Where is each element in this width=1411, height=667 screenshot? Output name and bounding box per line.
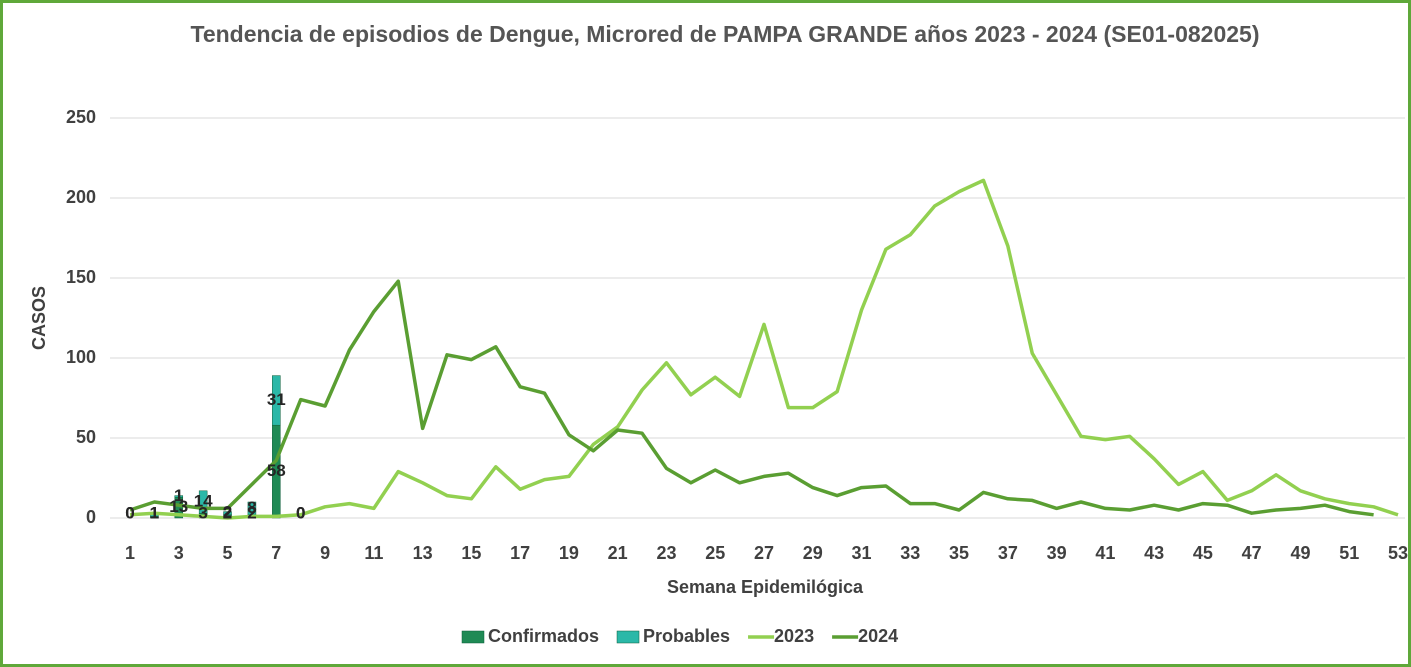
data-label: 2 <box>223 503 232 522</box>
data-label: 13 <box>169 497 188 516</box>
x-axis-title: Semana Epidemilógica <box>667 577 864 597</box>
data-label: 2 <box>247 503 256 522</box>
x-tick-label: 29 <box>803 543 823 563</box>
data-label: 1 <box>150 503 159 522</box>
x-tick-label: 11 <box>364 543 383 563</box>
data-label: 0 <box>125 503 134 522</box>
y-tick-label: 200 <box>66 187 96 207</box>
x-tick-label: 37 <box>998 543 1018 563</box>
data-label: 58 <box>267 461 286 480</box>
data-label: 1 <box>150 503 159 522</box>
data-label: 1 <box>174 486 183 505</box>
x-tick-label: 19 <box>559 543 579 563</box>
x-tick-label: 27 <box>754 543 774 563</box>
x-tick-label: 13 <box>413 543 433 563</box>
x-tick-label: 15 <box>461 543 481 563</box>
data-label: 2 <box>223 503 232 522</box>
bar <box>198 490 208 514</box>
x-tick-label: 21 <box>608 543 628 563</box>
line-2024 <box>129 279 1374 517</box>
x-tick-label: 31 <box>852 543 872 563</box>
x-tick-label: 17 <box>510 543 530 563</box>
x-tick-label: 23 <box>656 543 676 563</box>
data-label: 3 <box>198 503 207 522</box>
legend-swatch <box>616 630 640 644</box>
line-2023 <box>129 178 1399 520</box>
x-tick-label: 7 <box>271 543 281 563</box>
x-tick-label: 3 <box>174 543 184 563</box>
y-tick-label: 50 <box>76 427 96 447</box>
bar <box>223 511 232 516</box>
y-tick-label: 0 <box>86 507 96 527</box>
bar <box>272 375 281 426</box>
x-tick-label: 51 <box>1339 543 1359 563</box>
legend-label: Probables <box>643 626 730 646</box>
x-tick-label: 53 <box>1388 543 1408 563</box>
x-tick-label: 49 <box>1290 543 1310 563</box>
chart-title: Tendencia de episodios de Dengue, Micror… <box>190 21 1260 47</box>
x-tick-label: 39 <box>1047 543 1067 563</box>
legend-label: Confirmados <box>488 626 599 646</box>
data-label: 0 <box>296 503 305 522</box>
x-tick-label: 33 <box>900 543 920 563</box>
x-tick-label: 41 <box>1095 543 1115 563</box>
legend-label: 2024 <box>858 626 898 646</box>
legend-item: 2024 <box>832 626 898 646</box>
data-label: 8 <box>247 498 256 517</box>
data-label: 0 <box>296 503 305 522</box>
x-tick-label: 1 <box>125 543 135 563</box>
x-tick-label: 5 <box>223 543 233 563</box>
y-tick-label: 100 <box>66 347 96 367</box>
x-tick-label: 47 <box>1242 543 1262 563</box>
y-axis-title: CASOS <box>29 286 49 350</box>
x-tick-label: 45 <box>1193 543 1213 563</box>
legend-item: 2023 <box>748 626 814 646</box>
x-tick-label: 35 <box>949 543 969 563</box>
y-tick-label: 150 <box>66 267 96 287</box>
legend-swatch <box>461 630 485 644</box>
x-tick-label: 43 <box>1144 543 1164 563</box>
legend-item: Confirmados <box>461 626 599 646</box>
y-tick-label: 250 <box>66 107 96 127</box>
x-tick-label: 25 <box>705 543 725 563</box>
legend-label: 2023 <box>774 626 814 646</box>
data-label: 31 <box>267 390 286 409</box>
x-tick-label: 9 <box>320 543 330 563</box>
bar <box>174 495 184 498</box>
data-label: 14 <box>194 491 213 510</box>
legend-item: Probables <box>616 626 730 646</box>
data-label: 0 <box>125 503 134 522</box>
